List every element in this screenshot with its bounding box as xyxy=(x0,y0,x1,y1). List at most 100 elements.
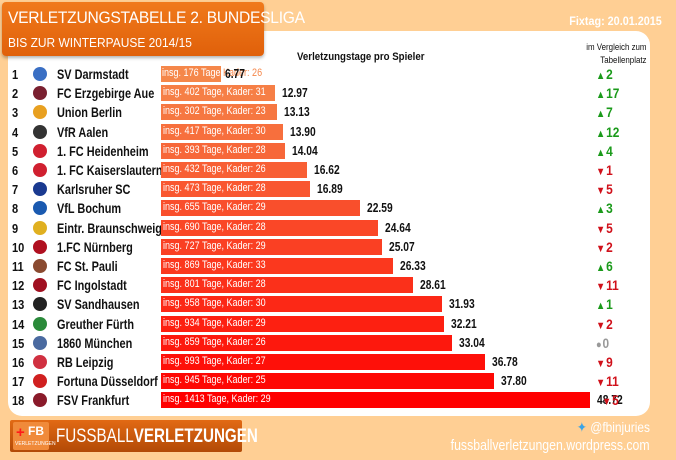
rank: 15 xyxy=(12,335,25,351)
table-row: 11 FC St. Pauli insg. 869 Tage, Kader: 33 2… xyxy=(0,257,676,276)
rank-change-value: 5 xyxy=(612,392,619,409)
data-label: 14.04 xyxy=(291,143,318,158)
data-label: 22.59 xyxy=(366,201,393,216)
bar-label: insg. 176 Tage Kader: 26 xyxy=(162,67,262,79)
twitter-bird-icon: ✦ xyxy=(576,419,587,435)
brand-name: FUSSBALLVERLETZUNGEN xyxy=(56,426,258,448)
bar-label-total: insg. 945 Tage, Kader: 25 xyxy=(163,374,266,387)
rank: 2 xyxy=(12,86,19,102)
rank-change: ▲6 xyxy=(596,258,613,274)
bar-label-total: insg. 655 Tage, Kader: 29 xyxy=(163,201,266,214)
bar xyxy=(161,200,360,217)
bar-label: insg. 869 Tage, Kader: 33 xyxy=(163,259,266,271)
bar-label-squad: Kader: 26 xyxy=(222,67,263,79)
rank: 18 xyxy=(12,393,25,409)
bar-label: insg. 1413 Tage, Kader: 29 xyxy=(163,393,271,405)
arrow-down-icon: ▼ xyxy=(596,319,606,332)
rank: 11 xyxy=(12,259,24,274)
table-row: 15 1860 München insg. 859 Tage, Kader: 26 3… xyxy=(0,334,676,353)
data-label: 48.72 xyxy=(596,393,623,408)
bar-label-total: insg. 417 Tage, Kader: 30 xyxy=(163,124,266,137)
bar xyxy=(161,334,452,351)
brand-logo-banner: + FB VERLETZUNGEN FUSSBALLVERLETZUNGEN xyxy=(10,420,258,452)
bar-label-total: insg. 690 Tage, Kader: 28 xyxy=(163,220,266,233)
bar xyxy=(161,181,310,198)
data-label: 25.07 xyxy=(388,239,415,254)
table-row: 16 RB Leipzig insg. 993 Tage, Kader: 27 36.… xyxy=(0,353,676,372)
bar xyxy=(161,354,485,370)
bar-label: insg. 473 Tage, Kader: 28 xyxy=(163,182,266,194)
arrow-up-icon: ▲ xyxy=(596,262,606,274)
dot-icon: ● xyxy=(596,338,602,351)
rank-change-value: 1 xyxy=(606,296,613,313)
team-logo-icon xyxy=(33,143,47,158)
rank-change-value: 6 xyxy=(606,258,613,274)
table-row: 18 FSV Frankfurt insg. 1413 Tage, Kader: 2… xyxy=(0,391,676,410)
rank: 13 xyxy=(12,297,25,313)
bar-label: insg. 945 Tage, Kader: 25 xyxy=(163,374,266,386)
table-row: 17 Fortuna Düsseldorf insg. 945 Tage, Kade… xyxy=(0,372,676,391)
bar-label: insg. 690 Tage, Kader: 28 xyxy=(163,221,266,233)
bar-label: insg. 417 Tage, Kader: 30 xyxy=(163,125,266,137)
team-logo-icon xyxy=(33,297,47,312)
twitter-handle[interactable]: ✦ @fbinjuries xyxy=(577,419,650,436)
brand-sub-text: VERLETZUNGEN xyxy=(15,441,56,447)
arrow-down-icon: ▼ xyxy=(596,166,606,178)
team-name: FSV Frankfurt xyxy=(57,392,130,409)
brand-fb-text: FB xyxy=(28,424,44,438)
arrow-down-icon: ▼ xyxy=(596,377,606,390)
title-box: VERLETZUNGSTABELLE 2. BUNDESLIGA BIS ZUR… xyxy=(2,2,305,56)
data-label: 13.13 xyxy=(283,105,310,120)
rank: 9 xyxy=(12,220,19,236)
table-row: 14 Greuther Fürth insg. 934 Tage, Kader: 2… xyxy=(0,315,676,334)
rank: 14 xyxy=(12,316,25,332)
arrow-down-icon: ▼ xyxy=(596,281,606,294)
red-cross-icon: + xyxy=(16,424,25,441)
rank: 17 xyxy=(12,374,25,390)
arrow-up-icon: ▲ xyxy=(596,300,606,313)
team-logo-icon xyxy=(33,259,47,273)
website-link[interactable]: fussballverletzungen.wordpress.com xyxy=(451,437,650,454)
rank-change-value: 11 xyxy=(606,277,619,294)
table-row: 9 Eintr. Braunschweig insg. 690 Tage, Kade… xyxy=(0,219,676,238)
table-row: 2 FC Erzgebirge Aue insg. 402 Tage, Kader:… xyxy=(0,84,676,103)
team-name: 1. FC Kaiserslautern xyxy=(57,162,163,178)
team-logo-icon xyxy=(33,393,47,408)
bar-label-total: insg. 402 Tage, Kader: 31 xyxy=(163,86,266,99)
arrow-down-icon: ▼ xyxy=(596,223,606,236)
bar xyxy=(161,66,221,82)
team-name: VfR Aalen xyxy=(57,123,109,140)
bar-label: insg. 402 Tage, Kader: 31 xyxy=(163,86,266,98)
data-label: 26.33 xyxy=(399,259,426,273)
bar xyxy=(161,373,494,390)
data-label: 16.89 xyxy=(316,182,343,197)
bar xyxy=(161,85,276,102)
arrow-down-icon: ▼ xyxy=(596,242,606,255)
team-name: SV Darmstadt xyxy=(57,66,129,82)
rank-change-value: 2 xyxy=(606,315,613,332)
rank-change: ▲7 xyxy=(596,104,613,120)
rank-change: ▼2 xyxy=(596,239,613,255)
rank-change: ▼2 xyxy=(596,316,613,332)
rank-change-value: 5 xyxy=(606,181,613,198)
data-label: 32.21 xyxy=(451,316,478,331)
rank-change-value: 2 xyxy=(606,66,613,82)
bar xyxy=(161,392,590,409)
rank: 10 xyxy=(12,239,25,255)
data-label: 36.78 xyxy=(491,355,518,369)
table-row: 10 1.FC Nürnberg insg. 727 Tage, Kader: 29… xyxy=(0,238,676,257)
bar xyxy=(161,123,284,140)
team-name: RB Leipzig xyxy=(57,354,114,370)
rank-change: ●0 xyxy=(596,335,609,351)
team-logo-icon xyxy=(33,355,47,369)
twitter-handle-text: @fbinjuries xyxy=(590,419,650,435)
team-name: Greuther Fürth xyxy=(57,315,135,332)
data-label: 16.62 xyxy=(314,163,340,177)
rank: 8 xyxy=(12,201,19,217)
brand-name-bold: VERLETZUNGEN xyxy=(133,426,258,447)
rank-change: ▼11 xyxy=(596,277,619,293)
bar xyxy=(161,315,445,332)
metric-column-header: Verletzungstage pro Spieler xyxy=(297,51,425,63)
rank-change-value: 9 xyxy=(606,354,613,370)
arrow-up-icon: ▲ xyxy=(596,127,606,140)
